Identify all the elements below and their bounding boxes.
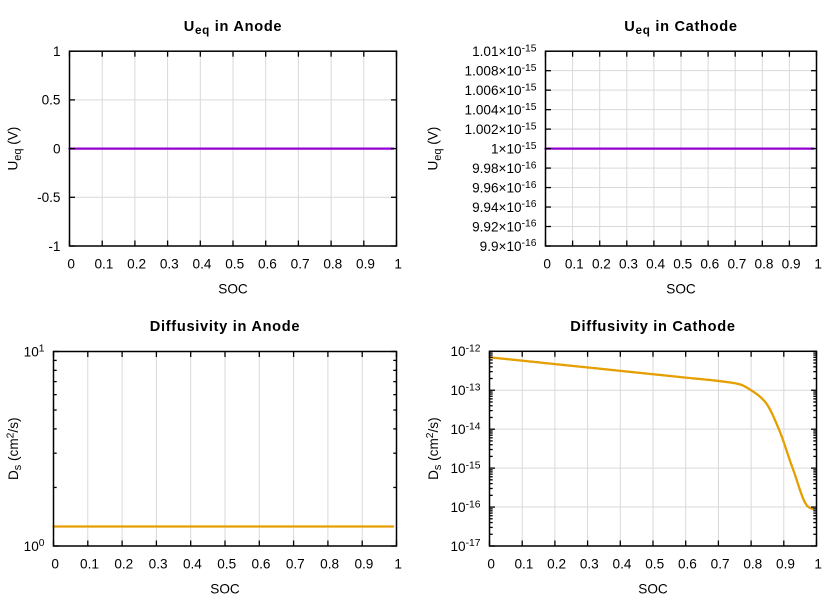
svg-text:0.1: 0.1 <box>80 556 99 571</box>
svg-text:1.004×10-15: 1.004×10-15 <box>465 102 537 118</box>
svg-text:0.5: 0.5 <box>225 256 244 271</box>
svg-text:Ueq in Anode: Ueq in Anode <box>184 19 283 37</box>
svg-text:0.6: 0.6 <box>678 556 697 571</box>
svg-text:100: 100 <box>24 538 45 554</box>
svg-text:0.5: 0.5 <box>645 556 664 571</box>
svg-text:0.4: 0.4 <box>646 256 665 271</box>
svg-text:9.96×10-16: 9.96×10-16 <box>472 180 537 196</box>
svg-text:1: 1 <box>394 256 402 271</box>
svg-text:1.008×10-15: 1.008×10-15 <box>465 63 537 79</box>
svg-text:10-16: 10-16 <box>450 499 480 515</box>
svg-text:0.3: 0.3 <box>619 256 638 271</box>
svg-text:0.3: 0.3 <box>580 556 599 571</box>
svg-text:0.7: 0.7 <box>727 256 746 271</box>
svg-text:0.4: 0.4 <box>183 556 202 571</box>
svg-text:10-17: 10-17 <box>450 538 480 554</box>
svg-text:0.2: 0.2 <box>114 556 133 571</box>
svg-text:10-14: 10-14 <box>450 421 480 437</box>
svg-text:0.9: 0.9 <box>776 556 795 571</box>
svg-text:10-15: 10-15 <box>450 460 480 476</box>
svg-text:0.8: 0.8 <box>323 256 342 271</box>
svg-text:-0.5: -0.5 <box>37 190 60 205</box>
svg-text:0.7: 0.7 <box>711 556 730 571</box>
svg-text:0.3: 0.3 <box>160 256 179 271</box>
svg-text:1: 1 <box>814 256 822 271</box>
svg-text:0.7: 0.7 <box>286 556 305 571</box>
svg-text:0.8: 0.8 <box>320 556 339 571</box>
svg-text:0.9: 0.9 <box>782 256 801 271</box>
svg-text:1.01×10-15: 1.01×10-15 <box>472 43 537 59</box>
svg-text:1: 1 <box>814 556 822 571</box>
svg-text:0.5: 0.5 <box>673 256 692 271</box>
svg-text:0.2: 0.2 <box>547 556 566 571</box>
svg-text:SOC: SOC <box>666 282 696 297</box>
svg-text:0.6: 0.6 <box>258 256 277 271</box>
svg-text:SOC: SOC <box>638 582 668 597</box>
svg-text:9.9×10-16: 9.9×10-16 <box>480 238 537 254</box>
svg-text:Diffusivity in Cathode: Diffusivity in Cathode <box>570 319 735 335</box>
svg-text:1: 1 <box>53 44 61 59</box>
svg-text:9.92×10-16: 9.92×10-16 <box>472 219 537 235</box>
svg-text:9.94×10-16: 9.94×10-16 <box>472 199 537 215</box>
svg-text:Ueq (V): Ueq (V) <box>426 127 444 171</box>
svg-text:Ueq in Cathode: Ueq in Cathode <box>624 19 737 37</box>
svg-text:0.1: 0.1 <box>565 256 584 271</box>
svg-text:9.98×10-16: 9.98×10-16 <box>472 160 537 176</box>
svg-text:1×10-15: 1×10-15 <box>491 141 537 157</box>
svg-text:0.5: 0.5 <box>42 93 61 108</box>
svg-text:0: 0 <box>543 256 551 271</box>
svg-text:0.2: 0.2 <box>592 256 611 271</box>
svg-text:0.6: 0.6 <box>252 556 271 571</box>
svg-text:0: 0 <box>51 556 59 571</box>
svg-text:Ueq (V): Ueq (V) <box>6 127 24 171</box>
svg-text:0.5: 0.5 <box>217 556 236 571</box>
svg-text:0.4: 0.4 <box>613 556 632 571</box>
svg-text:101: 101 <box>24 344 45 360</box>
svg-text:0: 0 <box>53 141 61 156</box>
svg-text:0: 0 <box>487 556 495 571</box>
svg-text:0.8: 0.8 <box>755 256 774 271</box>
svg-text:10-12: 10-12 <box>450 344 480 360</box>
svg-text:0.1: 0.1 <box>514 556 533 571</box>
svg-text:0.9: 0.9 <box>356 256 375 271</box>
svg-text:0.1: 0.1 <box>94 256 113 271</box>
svg-text:0: 0 <box>67 256 75 271</box>
svg-text:SOC: SOC <box>210 582 240 597</box>
svg-text:0.4: 0.4 <box>193 256 212 271</box>
svg-text:SOC: SOC <box>218 282 248 297</box>
svg-text:-1: -1 <box>48 239 60 254</box>
svg-text:1.002×10-15: 1.002×10-15 <box>465 121 537 137</box>
svg-text:0.6: 0.6 <box>700 256 719 271</box>
svg-text:0.7: 0.7 <box>291 256 310 271</box>
svg-text:10-13: 10-13 <box>450 382 480 398</box>
svg-text:Diffusivity in Anode: Diffusivity in Anode <box>150 319 300 335</box>
svg-text:0.3: 0.3 <box>149 556 168 571</box>
svg-text:0.2: 0.2 <box>127 256 146 271</box>
svg-text:0.8: 0.8 <box>743 556 762 571</box>
svg-text:1: 1 <box>394 556 402 571</box>
svg-text:0.9: 0.9 <box>354 556 373 571</box>
svg-text:Ds (cm2/s): Ds (cm2/s) <box>5 417 24 480</box>
svg-text:1.006×10-15: 1.006×10-15 <box>465 82 537 98</box>
svg-text:Ds (cm2/s): Ds (cm2/s) <box>425 417 444 480</box>
